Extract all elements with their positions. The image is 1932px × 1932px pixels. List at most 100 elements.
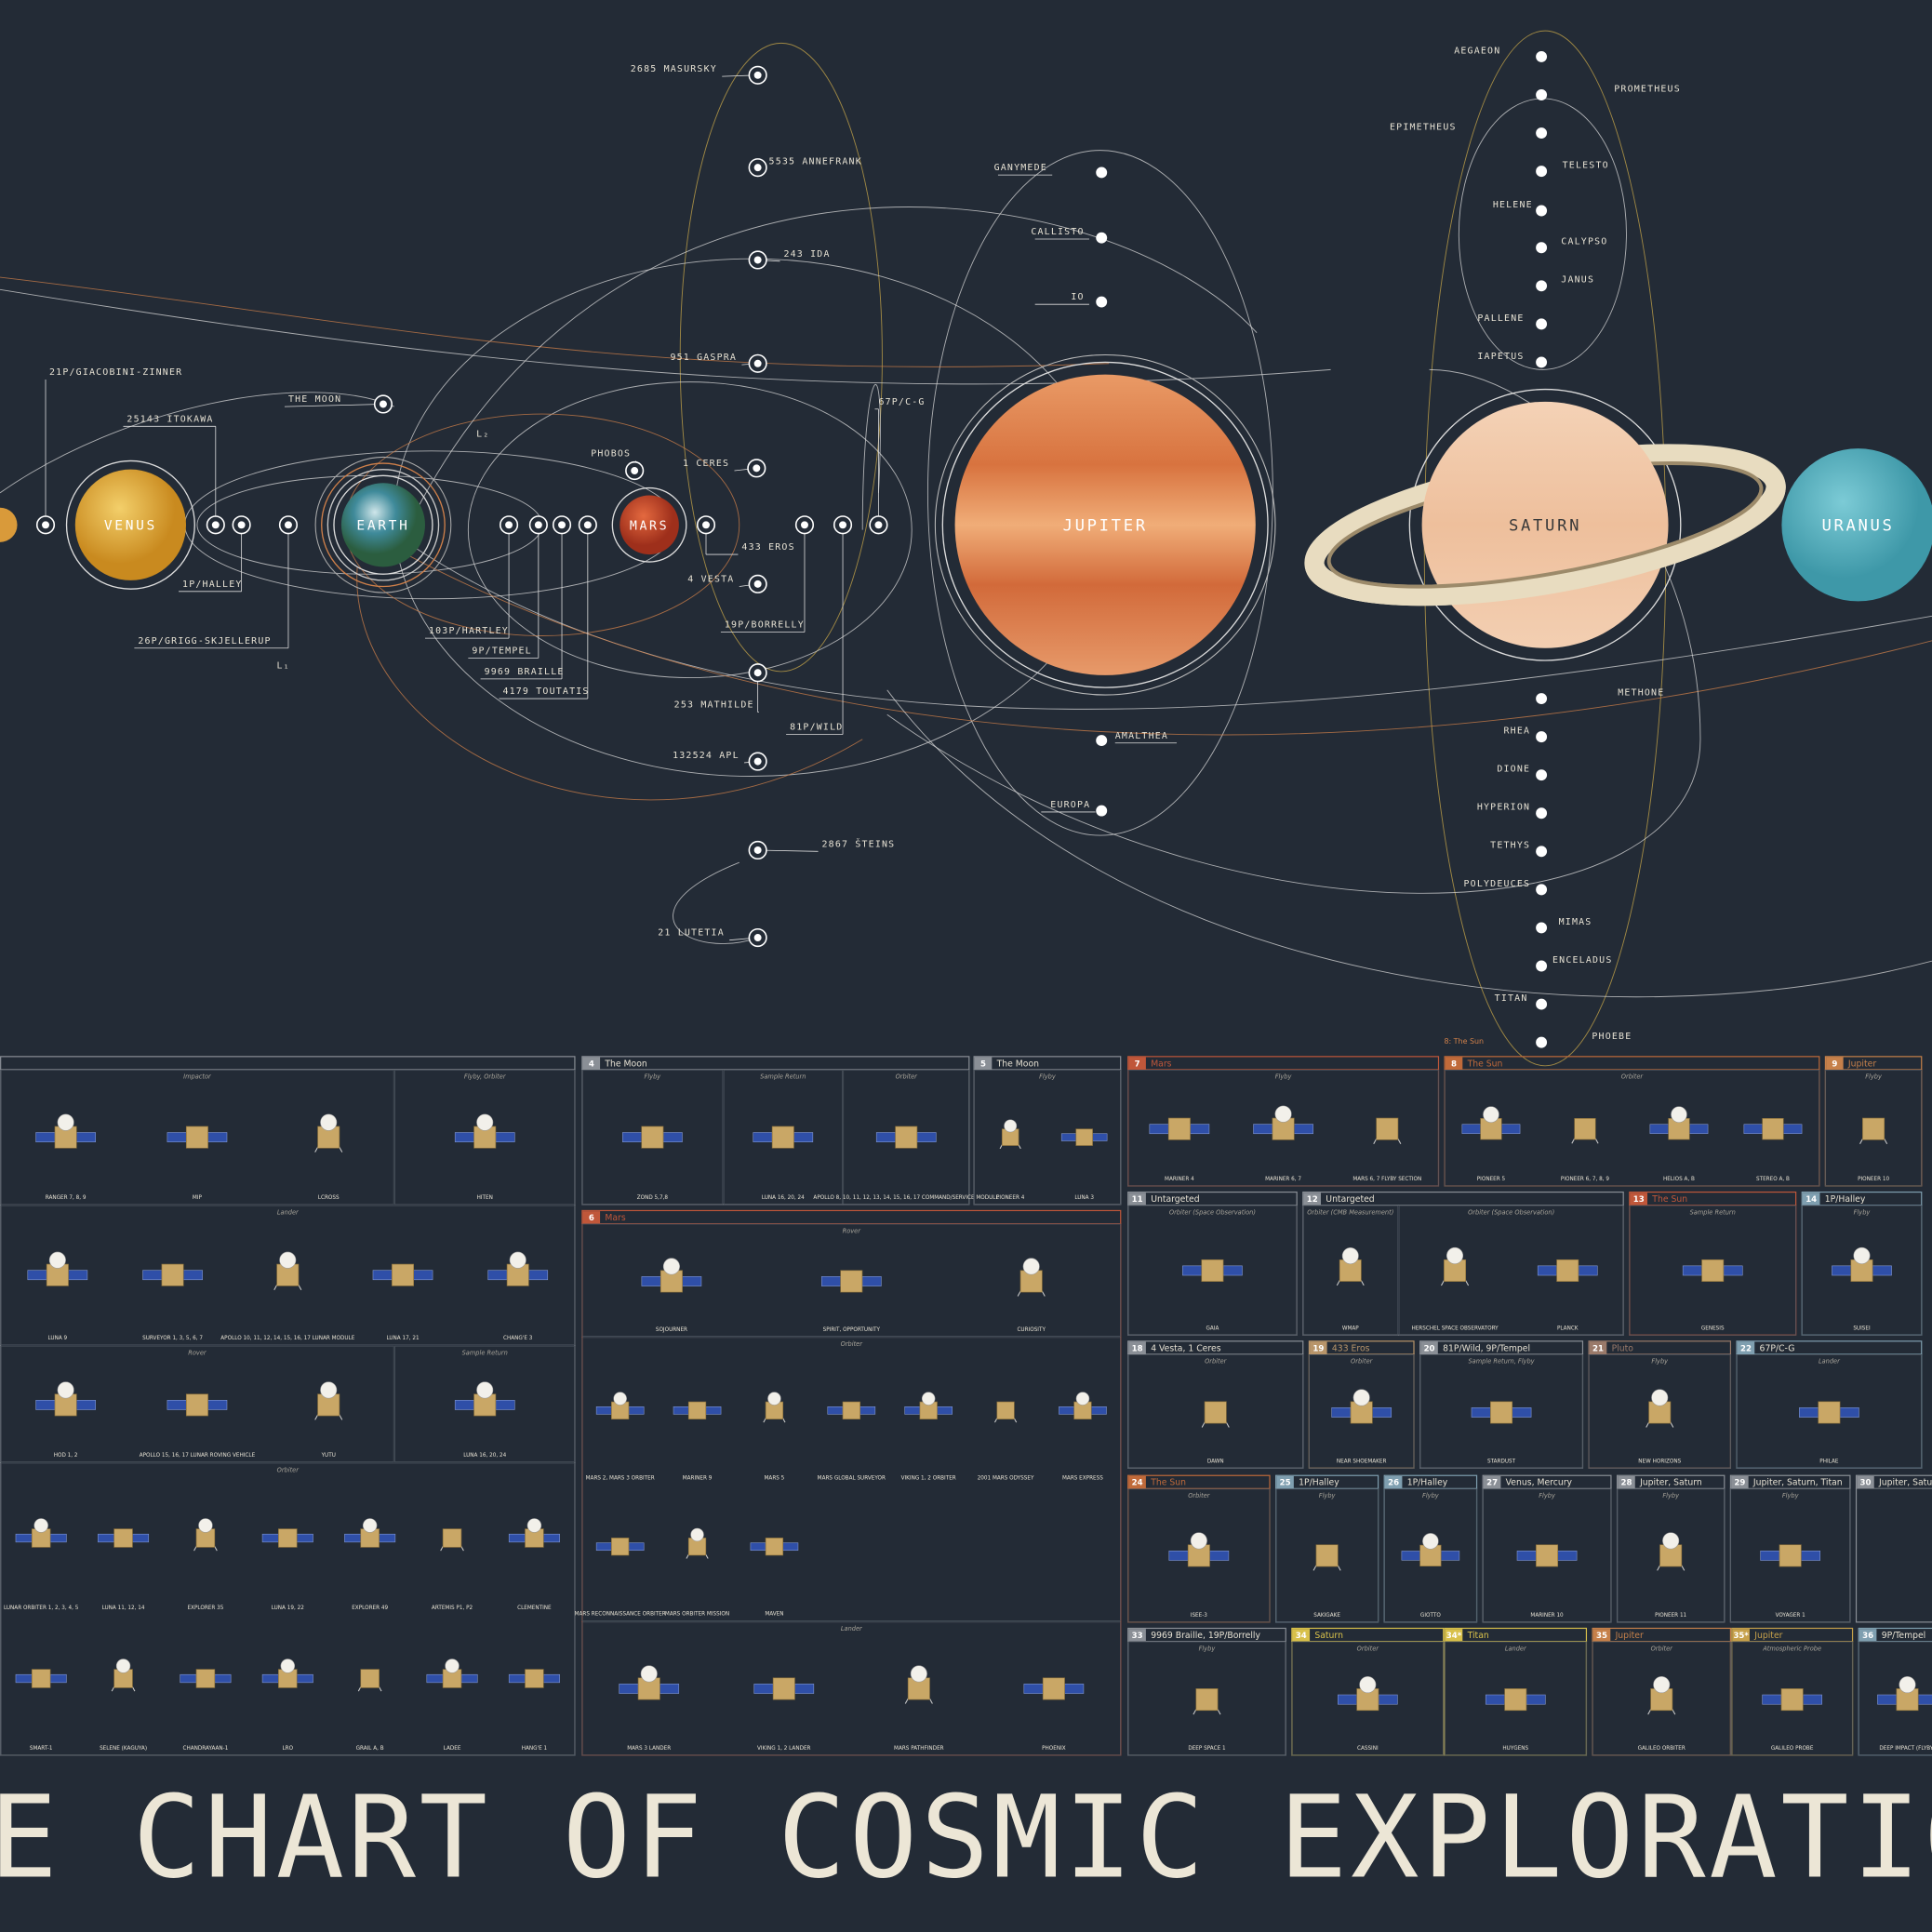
spacecraft-name: SELENE (KAGUYA) <box>100 1746 147 1752</box>
group-label: Flyby <box>1865 1073 1882 1081</box>
antenna-dish <box>1359 1676 1377 1694</box>
solar-panel <box>344 1533 362 1543</box>
spacecraft-body <box>1556 1259 1579 1282</box>
solar-panel <box>98 1533 114 1543</box>
poster-title: THE CHART OF COSMIC EXPLORATION <box>0 1771 1932 1903</box>
panel-target: Jupiter <box>1847 1059 1876 1069</box>
body-label: CALYPSO <box>1561 237 1607 247</box>
spacecraft-body <box>1195 1688 1219 1712</box>
panel-target: Saturn <box>1314 1631 1343 1641</box>
panel-number: 27 <box>1486 1479 1498 1488</box>
solar-panel <box>1338 1694 1357 1705</box>
solar-panel <box>662 1132 683 1142</box>
solar-panel <box>1182 1265 1203 1276</box>
body-label: PHOEBE <box>1592 1032 1632 1042</box>
body-marker-core <box>583 521 592 529</box>
body-label: TELESTO <box>1563 160 1609 170</box>
solar-panel <box>861 1276 882 1286</box>
spacecraft-body <box>1376 1117 1399 1140</box>
body-label: MIMAS <box>1559 917 1592 927</box>
group-frame <box>1444 1070 1820 1187</box>
spacecraft-name: MARS PATHFINDER <box>894 1746 944 1752</box>
antenna-dish <box>662 1258 680 1275</box>
spacecraft-name: LADEE <box>444 1746 461 1752</box>
spacecraft-name: APOLLO 10, 11, 12, 14, 15, 16, 17 LUNAR … <box>220 1336 354 1341</box>
group-frame <box>1731 1641 1853 1756</box>
antenna-dish <box>921 1392 936 1406</box>
solar-panel <box>1917 1694 1932 1705</box>
spacecraft-name: CURIOSITY <box>1017 1327 1046 1333</box>
spacecraft-name: PIONEER 6, 7, 8, 9 <box>1561 1177 1609 1182</box>
body-label: 951 GASPRA <box>670 353 737 363</box>
solar-panel <box>1723 1265 1743 1276</box>
solar-panel <box>1762 1694 1782 1705</box>
spacecraft-name: SMART-1 <box>30 1746 53 1752</box>
group-label: Flyby <box>1275 1073 1292 1081</box>
panel-badge <box>1128 1193 1146 1206</box>
solar-panel <box>682 1276 702 1286</box>
spacecraft-name: MARS RECONNAISSANCE ORBITER <box>575 1612 666 1618</box>
antenna-dish <box>280 1659 295 1673</box>
body-marker-core <box>558 521 566 529</box>
spacecraft-name: MARS 6, 7 FLYBY SECTION <box>1352 1177 1421 1182</box>
solar-panel <box>1372 1407 1392 1418</box>
group-frame <box>1127 1354 1304 1469</box>
spacecraft-body <box>641 1126 664 1149</box>
solar-panel <box>1578 1265 1598 1276</box>
spacecraft-name: PIONEER 10 <box>1858 1177 1889 1182</box>
solar-panel <box>487 1270 508 1281</box>
spacecraft-name: APOLLO 15, 16, 17 LUNAR ROVING VEHICLE <box>140 1453 256 1459</box>
solar-panel <box>27 1270 47 1281</box>
group-frame <box>581 1223 1122 1337</box>
spacecraft-body <box>1536 1544 1559 1567</box>
solar-panel <box>904 1406 921 1415</box>
spacecraft-name: LUNA 9 <box>48 1336 68 1341</box>
panel-target: Pluto <box>1612 1343 1634 1353</box>
group-frame <box>1127 1488 1271 1623</box>
antenna-dish <box>33 1518 48 1533</box>
solar-panel <box>214 1673 232 1684</box>
solar-panel <box>660 1684 680 1694</box>
planet-label: MARS <box>630 520 669 534</box>
group-frame <box>1617 1488 1725 1623</box>
antenna-dish <box>198 1518 213 1533</box>
panel-number: 35* <box>1733 1632 1749 1641</box>
solar-panel <box>180 1673 197 1684</box>
moon-marker <box>1536 280 1548 292</box>
spacecraft-body <box>1574 1118 1596 1140</box>
antenna-dish <box>1352 1389 1370 1406</box>
moon-marker <box>1096 232 1108 244</box>
body-marker-core <box>753 934 762 942</box>
solar-panel <box>641 1276 661 1286</box>
spacecraft-name: SURVEYOR 1, 3, 5, 6, 7 <box>142 1336 203 1341</box>
solar-panel <box>820 1276 841 1286</box>
group-label: Orbiter <box>841 1340 864 1348</box>
solar-panel <box>1023 1684 1044 1694</box>
body-marker-core <box>753 256 762 264</box>
solar-panel <box>622 1132 642 1142</box>
group-frame <box>1302 1205 1399 1336</box>
group-label: Sample Return <box>1690 1208 1736 1216</box>
solar-panel <box>1799 1407 1819 1418</box>
antenna-dish <box>910 1665 927 1683</box>
moon-marker <box>1536 356 1548 368</box>
body-label: CALLISTO <box>1031 227 1084 237</box>
spacecraft-name: MIP <box>193 1195 203 1201</box>
group-label: Impactor <box>183 1073 212 1081</box>
group-frame <box>973 1070 1122 1206</box>
solar-panel <box>1401 1551 1420 1561</box>
spacecraft-body <box>687 1401 707 1419</box>
solar-panel <box>1760 1551 1780 1561</box>
body-label: 4 VESTA <box>687 575 734 585</box>
group-label: Rover <box>188 1349 207 1356</box>
spacecraft-name: MARINER 6, 7 <box>1265 1177 1301 1182</box>
panel-number: 14 <box>1805 1195 1817 1205</box>
group-frame <box>1736 1354 1923 1469</box>
antenna-dish <box>1341 1247 1359 1264</box>
antenna-dish <box>1671 1106 1687 1123</box>
solar-panel <box>15 1533 33 1543</box>
moon-marker <box>1536 998 1548 1010</box>
panel-badge <box>1384 1475 1403 1489</box>
spacecraft-name: ISEE-3 <box>1191 1613 1208 1619</box>
body-label: IAPETUS <box>1477 352 1524 362</box>
